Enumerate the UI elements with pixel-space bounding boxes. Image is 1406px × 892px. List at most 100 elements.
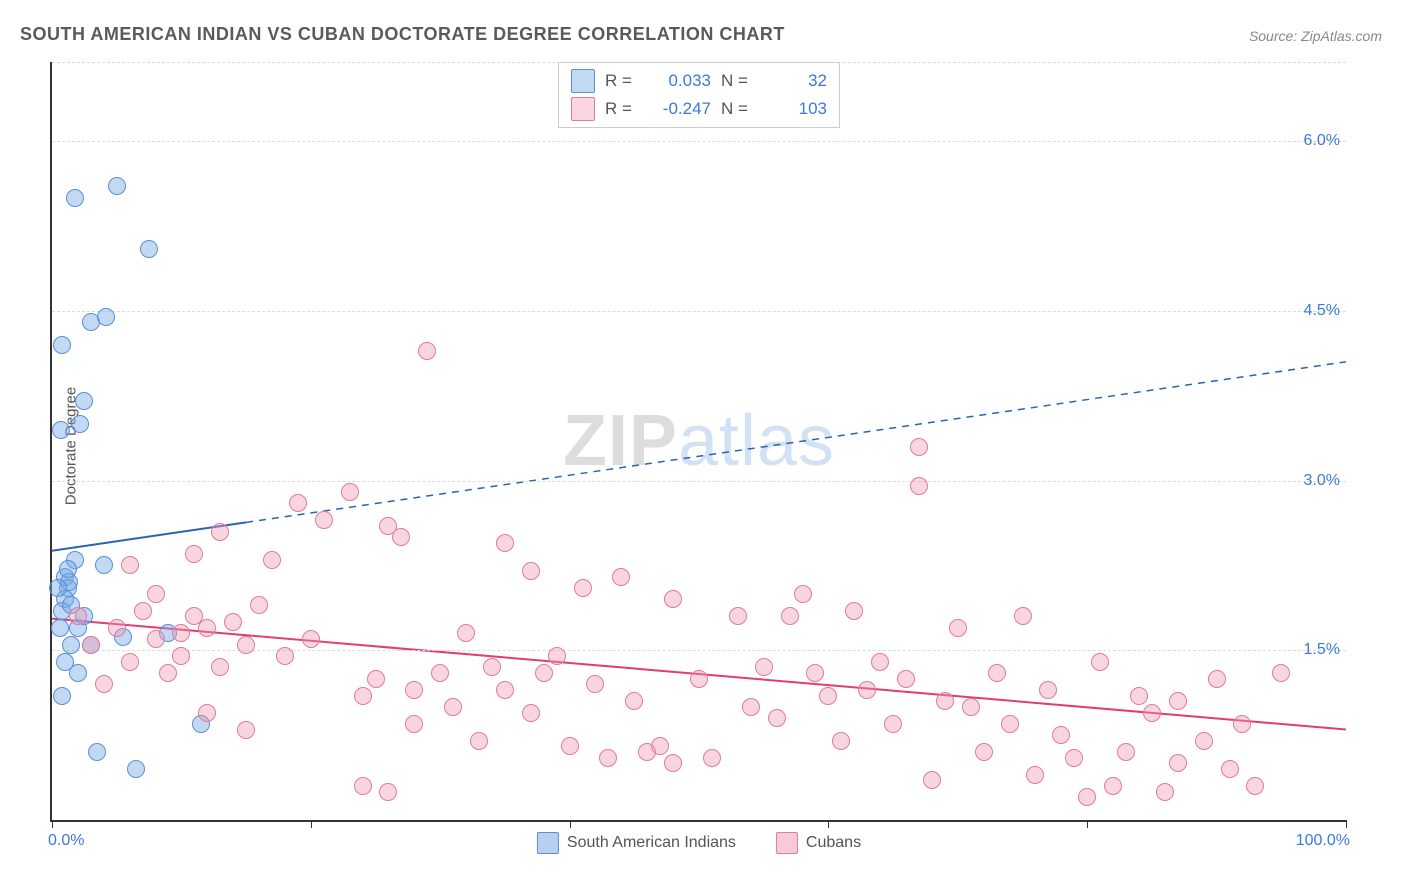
data-point (897, 670, 915, 688)
data-point (1026, 766, 1044, 784)
data-point (198, 704, 216, 722)
gridline-h (52, 141, 1346, 142)
watermark: ZIPatlas (563, 400, 835, 482)
data-point (690, 670, 708, 688)
legend-r-label: R = (605, 71, 639, 91)
data-point (127, 760, 145, 778)
data-point (1014, 607, 1032, 625)
data-point (418, 342, 436, 360)
legend-n-label: N = (721, 99, 755, 119)
legend-bottom-label-1: Cubans (806, 834, 861, 852)
chart-title: SOUTH AMERICAN INDIAN VS CUBAN DOCTORATE… (20, 24, 785, 45)
legend-swatch-0 (571, 69, 595, 93)
data-point (1169, 692, 1187, 710)
data-point (62, 636, 80, 654)
data-point (832, 732, 850, 750)
legend-stats-row-0: R = 0.033 N = 32 (571, 67, 827, 95)
legend-item-1: Cubans (776, 832, 861, 854)
data-point (392, 528, 410, 546)
data-point (185, 545, 203, 563)
data-point (742, 698, 760, 716)
data-point (75, 392, 93, 410)
legend-stats-row-1: R = -0.247 N = 103 (571, 95, 827, 123)
legend-r-val-1: -0.247 (649, 99, 711, 119)
data-point (59, 560, 77, 578)
data-point (845, 602, 863, 620)
data-point (936, 692, 954, 710)
data-point (88, 743, 106, 761)
data-point (599, 749, 617, 767)
data-point (806, 664, 824, 682)
data-point (858, 681, 876, 699)
data-point (121, 653, 139, 671)
x-tick (828, 820, 829, 828)
data-point (263, 551, 281, 569)
data-point (586, 675, 604, 693)
data-point (664, 590, 682, 608)
data-point (315, 511, 333, 529)
data-point (1272, 664, 1290, 682)
data-point (224, 613, 242, 631)
data-point (367, 670, 385, 688)
data-point (664, 754, 682, 772)
data-point (703, 749, 721, 767)
data-point (910, 477, 928, 495)
data-point (82, 636, 100, 654)
data-point (172, 647, 190, 665)
data-point (121, 556, 139, 574)
data-point (66, 189, 84, 207)
data-point (1052, 726, 1070, 744)
legend-bottom-swatch-1 (776, 832, 798, 854)
legend-r-label: R = (605, 99, 639, 119)
y-tick-label: 6.0% (1304, 132, 1340, 150)
data-point (1039, 681, 1057, 699)
data-point (483, 658, 501, 676)
data-point (819, 687, 837, 705)
x-tick (1346, 820, 1347, 828)
y-tick-label: 4.5% (1304, 302, 1340, 320)
data-point (923, 771, 941, 789)
data-point (1078, 788, 1096, 806)
data-point (159, 664, 177, 682)
data-point (53, 336, 71, 354)
data-point (548, 647, 566, 665)
data-point (289, 494, 307, 512)
y-tick-label: 1.5% (1304, 641, 1340, 659)
watermark-atlas: atlas (678, 401, 835, 481)
data-point (1143, 704, 1161, 722)
data-point (522, 562, 540, 580)
watermark-zip: ZIP (563, 401, 678, 481)
data-point (276, 647, 294, 665)
data-point (198, 619, 216, 637)
data-point (1156, 783, 1174, 801)
data-point (444, 698, 462, 716)
legend-bottom-label-0: South American Indians (567, 834, 736, 852)
y-tick-label: 3.0% (1304, 472, 1340, 490)
data-point (781, 607, 799, 625)
data-point (625, 692, 643, 710)
data-point (884, 715, 902, 733)
legend-n-val-1: 103 (765, 99, 827, 119)
data-point (211, 523, 229, 541)
data-point (405, 681, 423, 699)
data-point (108, 177, 126, 195)
x-min-label: 0.0% (48, 832, 84, 850)
data-point (457, 624, 475, 642)
data-point (1130, 687, 1148, 705)
data-point (768, 709, 786, 727)
data-point (561, 737, 579, 755)
data-point (341, 483, 359, 501)
data-point (354, 687, 372, 705)
source-label: Source: ZipAtlas.com (1249, 28, 1382, 44)
data-point (237, 636, 255, 654)
data-point (1233, 715, 1251, 733)
data-point (1065, 749, 1083, 767)
data-point (140, 240, 158, 258)
data-point (97, 308, 115, 326)
data-point (134, 602, 152, 620)
legend-bottom-swatch-0 (537, 832, 559, 854)
data-point (69, 664, 87, 682)
data-point (172, 624, 190, 642)
gridline-h (52, 481, 1346, 482)
data-point (379, 783, 397, 801)
